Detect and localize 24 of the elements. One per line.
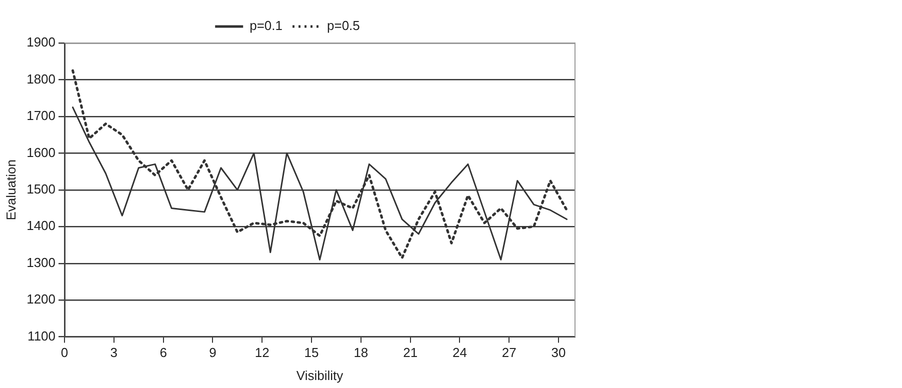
y-tick-label: 1600 xyxy=(26,144,56,160)
legend-label: p=0.1 xyxy=(250,18,283,34)
x-tick-label: 30 xyxy=(551,345,566,360)
x-tick-label: 3 xyxy=(110,345,118,360)
y-tick-label: 1900 xyxy=(26,34,56,50)
y-tick-label: 1500 xyxy=(26,181,56,196)
y-axis-title: Evaluation xyxy=(3,160,18,220)
y-tick-label: 1300 xyxy=(26,254,56,270)
y-tick-label: 1400 xyxy=(26,218,56,234)
x-tick-label: 18 xyxy=(354,345,368,360)
x-tick-label: 6 xyxy=(160,345,167,360)
x-tick-label: 21 xyxy=(403,345,418,360)
y-tick-label: 1700 xyxy=(26,108,56,124)
y-tick-label: 1100 xyxy=(28,328,56,344)
x-tick-label: 24 xyxy=(452,345,467,360)
x-tick-label: 27 xyxy=(502,345,516,360)
x-tick-label: 0 xyxy=(60,345,68,360)
x-tick-label: 15 xyxy=(304,345,319,360)
legend-label: p=0.5 xyxy=(327,18,360,34)
x-tick-label: 9 xyxy=(209,345,216,360)
x-tick-label: 12 xyxy=(254,345,270,360)
y-tick-label: 1800 xyxy=(26,71,56,86)
x-axis-title: Visibility xyxy=(296,368,344,383)
y-tick-label: 1200 xyxy=(26,292,56,307)
